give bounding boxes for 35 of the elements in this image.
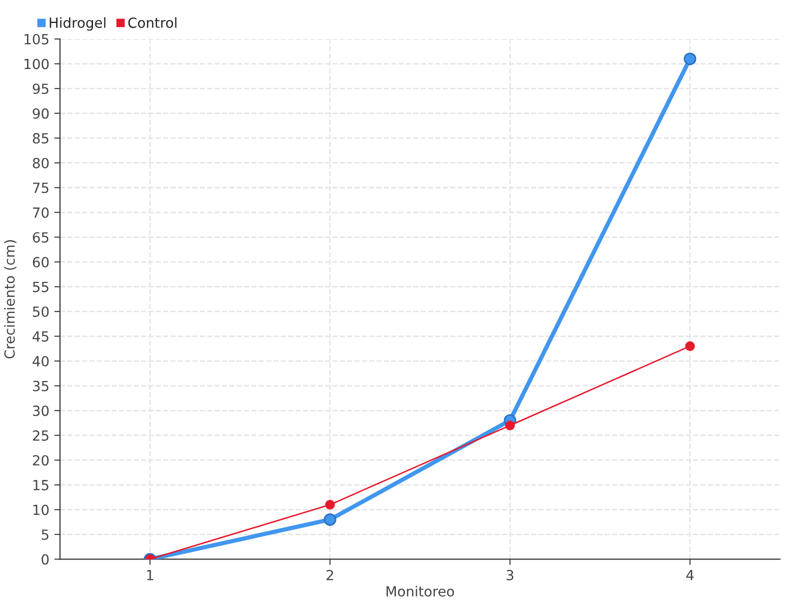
x-tick-label: 1: [147, 570, 154, 580]
point: [325, 500, 335, 510]
y-tick-label: 45: [32, 331, 48, 342]
x-tick-label: 4: [686, 570, 694, 580]
y-tick-label: 60: [32, 256, 49, 268]
y-tick-label: 25: [32, 430, 48, 441]
y-tick-label: 10: [33, 504, 49, 516]
y-tick-label: 30: [32, 406, 49, 416]
point: [684, 52, 696, 66]
y-tick-label: 20: [32, 455, 49, 466]
y-tick-label: 80: [32, 158, 49, 168]
x-tick-label: 2: [326, 570, 334, 580]
y-tick-label: 55: [32, 282, 48, 292]
y-axis-title: Crecimiento (cm): [4, 240, 16, 358]
legend-label: Control: [128, 17, 176, 28]
y-tick-label: 5: [42, 530, 48, 540]
y-tick-label: 40: [32, 356, 49, 367]
y-tick-label: 35: [32, 380, 48, 392]
point: [324, 513, 336, 526]
y-tick-label: 65: [32, 232, 48, 243]
y-tick-label: 95: [32, 84, 48, 94]
y-tick-label: 90: [32, 108, 49, 119]
y-tick-label: 75: [33, 182, 48, 194]
x-axis-title: Monitoreo: [386, 586, 454, 597]
point: [685, 341, 695, 352]
legend-label: Hidrogel: [50, 17, 106, 31]
y-tick-label: 70: [33, 207, 49, 218]
point: [505, 420, 515, 430]
y-tick-label: 50: [32, 306, 49, 317]
y-tick-label: 105: [24, 34, 48, 44]
y-tick-label: 15: [33, 480, 48, 490]
y-tick-label: 100: [24, 58, 49, 70]
y-tick-label: 85: [32, 133, 48, 144]
x-tick-label: 3: [506, 570, 514, 580]
y-tick-label: 0: [42, 554, 49, 565]
